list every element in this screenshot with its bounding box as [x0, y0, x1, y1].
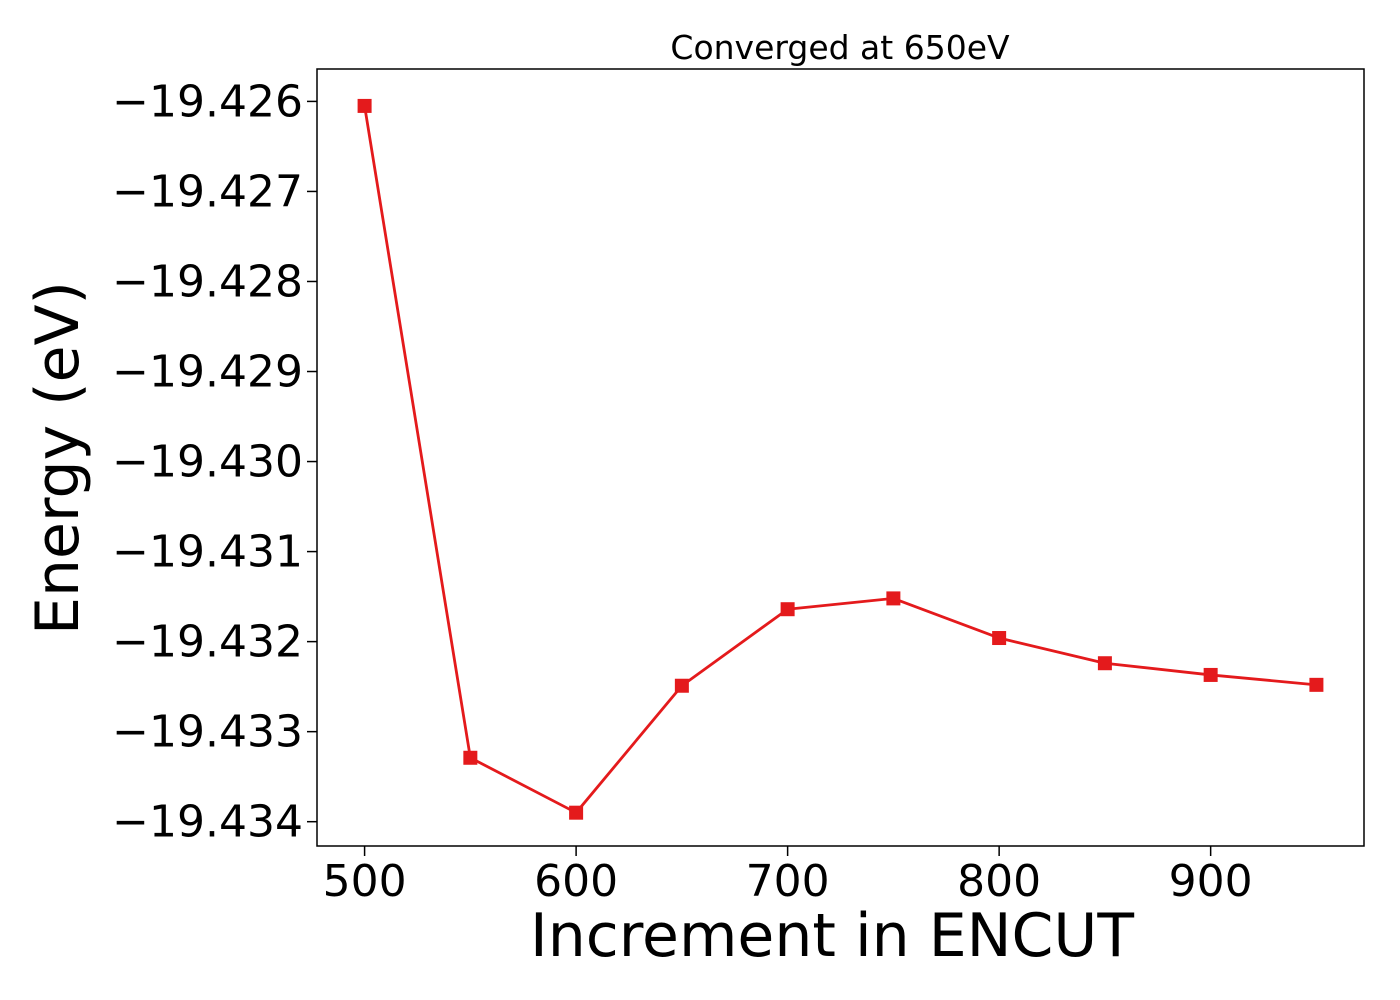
x-axis: 500 600 700 800 900 [323, 846, 1253, 907]
y-tick-label: −19.434 [112, 797, 303, 848]
y-tick-label: −19.433 [112, 707, 303, 758]
series-line [363, 105, 1317, 815]
data-point-marker [569, 805, 584, 820]
y-tick-label: −19.427 [112, 166, 303, 217]
y-tick-label: −19.431 [112, 527, 303, 578]
series-layer [357, 98, 1324, 820]
y-tick-label: −19.428 [112, 256, 303, 307]
y-axis: −19.426 −19.427 −19.428 −19.429 −19.430 −19.4… [112, 76, 317, 848]
data-point-marker [1203, 667, 1218, 682]
x-axis-label: Increment in ENCUT [530, 901, 1134, 971]
data-point-marker [886, 591, 901, 606]
x-tick-label: 600 [534, 856, 618, 907]
plot-area-frame [316, 68, 1365, 847]
data-point-marker [992, 631, 1007, 646]
x-tick-label: 700 [746, 856, 830, 907]
y-tick-label: −19.429 [112, 347, 303, 398]
chart-title: Converged at 650eV [670, 28, 1010, 67]
y-axis-label: Energy (eV) [23, 281, 93, 635]
data-point-marker [357, 98, 372, 113]
data-point-marker [463, 750, 478, 765]
y-tick-label: −19.426 [112, 76, 303, 127]
data-point-marker [780, 602, 795, 617]
y-tick-label: −19.430 [112, 437, 303, 488]
x-tick-label: 500 [323, 856, 407, 907]
data-point-marker [674, 678, 689, 693]
data-point-marker [1097, 656, 1112, 671]
data-point-marker [1309, 677, 1324, 692]
x-tick-label: 900 [1169, 856, 1253, 907]
y-tick-label: −19.432 [112, 617, 303, 668]
x-tick-label: 800 [957, 856, 1041, 907]
